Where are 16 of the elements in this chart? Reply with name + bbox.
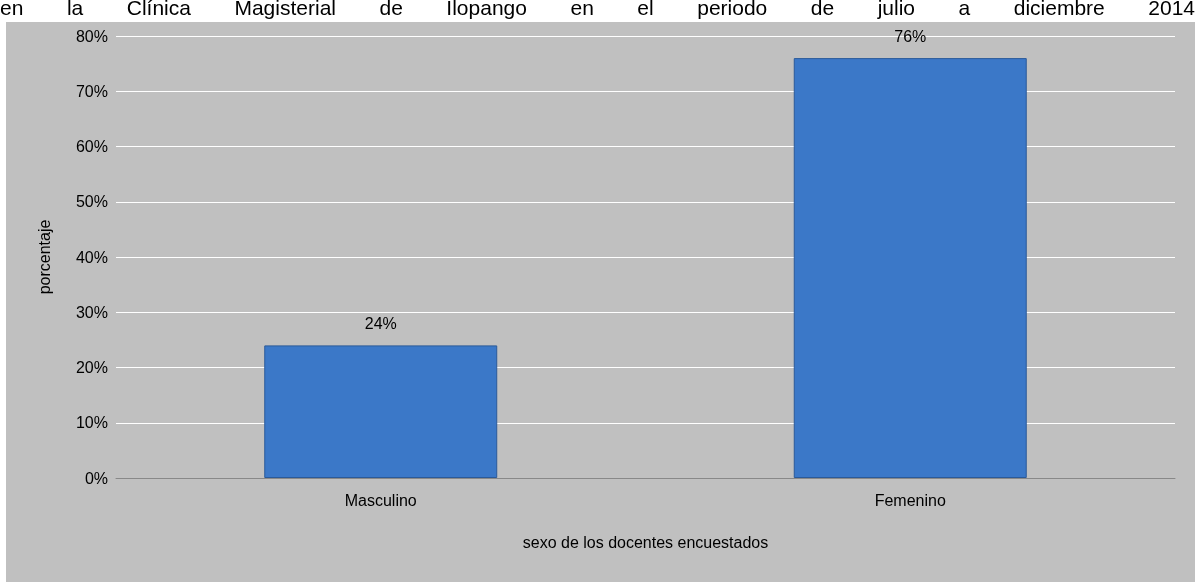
chart-title: en la Clínica Magisterial de Ilopango en el periodo de julio a diciembre 2014 bbox=[0, 0, 1195, 20]
x-tick-label: Masculino bbox=[344, 491, 417, 509]
x-axis-title: sexo de los docentes encuestados bbox=[522, 533, 769, 551]
y-axis-title: porcentaje bbox=[35, 219, 53, 295]
y-tick-label: 50% bbox=[75, 193, 108, 211]
data-label: 24% bbox=[364, 314, 397, 332]
y-tick-label: 60% bbox=[75, 138, 108, 155]
x-tick-label: Femenino bbox=[874, 491, 946, 509]
y-tick-label: 70% bbox=[75, 82, 108, 100]
y-tick-label: 20% bbox=[75, 359, 108, 376]
data-label: 76% bbox=[894, 27, 927, 45]
y-tick-label: 80% bbox=[75, 27, 108, 45]
y-tick-label: 40% bbox=[75, 248, 108, 266]
y-tick-label: 30% bbox=[75, 303, 108, 321]
y-tick-label: 0% bbox=[84, 469, 108, 487]
y-tick-label: 10% bbox=[75, 414, 108, 432]
